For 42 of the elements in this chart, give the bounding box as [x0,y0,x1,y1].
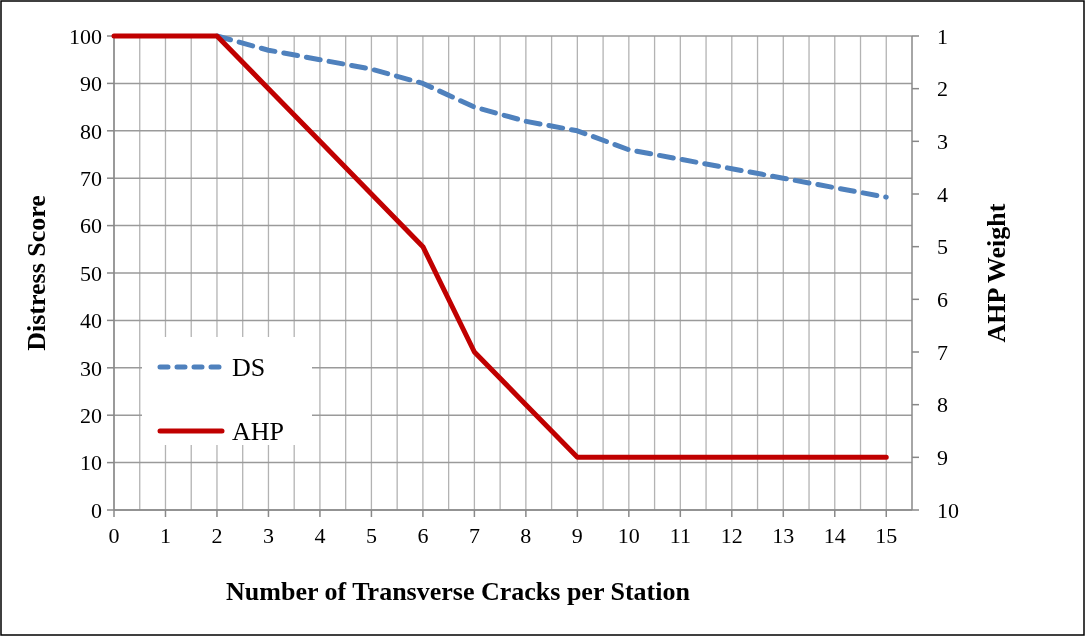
x-tick-label: 15 [875,523,898,548]
y2-tick-label: 10 [937,497,959,523]
y-tick-label: 50 [80,260,102,286]
legend-label: DS [232,353,266,383]
y2-tick-label: 4 [937,181,948,207]
x-axis-title: Number of Transverse Cracks per Station [226,577,691,606]
y2-tick-label: 2 [937,76,948,102]
y-tick-label: 100 [69,23,102,49]
x-tick-label: 12 [720,523,743,548]
y-tick-label: 10 [80,450,102,476]
y-tick-label: 40 [80,308,102,334]
x-tick-label: 1 [159,523,171,548]
y2-tick-label: 6 [937,287,948,313]
x-tick-label: 2 [211,523,223,548]
y-tick-label: 90 [80,71,102,97]
y-tick-label: 20 [80,402,102,428]
x-tick-label: 10 [617,523,640,548]
y-tick-label: 60 [80,213,102,239]
y-tick-label: 0 [91,497,102,523]
y-tick-label: 80 [80,118,102,144]
x-tick-label: 9 [571,523,583,548]
x-tick-label: 7 [468,523,480,548]
y2-axis-title: AHP Weight [982,203,1011,343]
y-axis-title: Distress Score [22,195,51,351]
y-tick-label: 70 [80,165,102,191]
y2-tick-label: 5 [937,234,948,260]
y2-tick-label: 9 [937,445,948,471]
y-tick-label: 30 [80,355,102,381]
legend-label: AHP [232,417,285,447]
x-tick-label: 14 [823,523,846,548]
x-tick-label: 0 [108,523,120,548]
y2-tick-label: 7 [937,339,948,365]
y2-tick-label: 8 [937,392,948,418]
y2-tick-label: 1 [937,23,948,49]
y2-tick-label: 3 [937,129,948,155]
x-tick-label: 3 [262,523,274,548]
x-tick-label: 4 [314,523,326,548]
x-tick-label: 13 [772,523,795,548]
x-tick-label: 8 [520,523,532,548]
x-tick-label: 6 [417,523,429,548]
x-tick-label: 5 [365,523,377,548]
x-tick-label: 11 [669,523,691,548]
